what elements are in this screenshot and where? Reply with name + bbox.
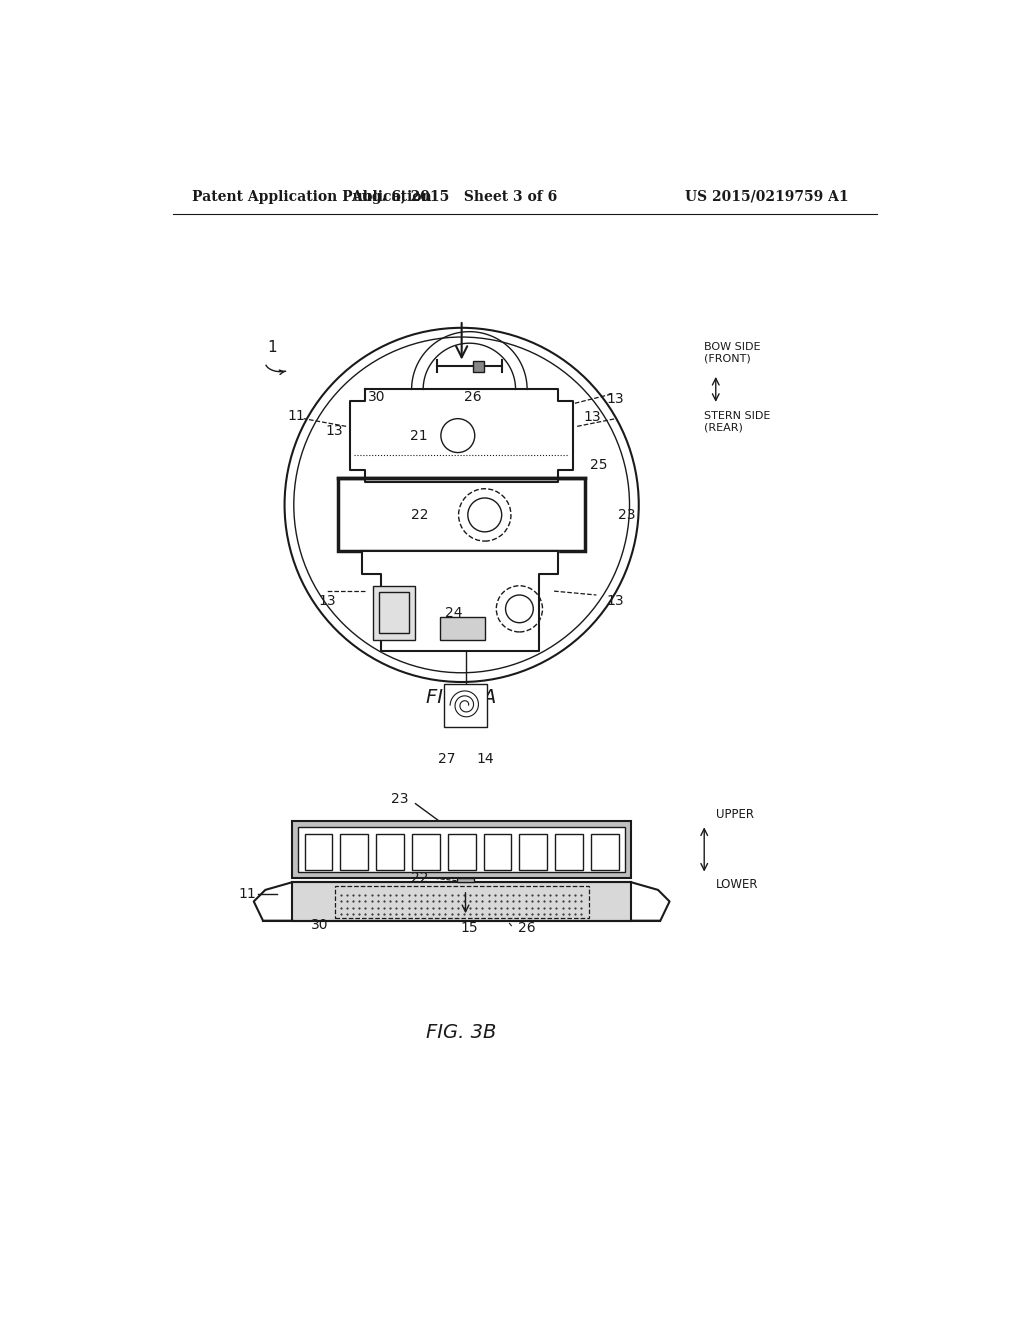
Text: US 2015/0219759 A1: US 2015/0219759 A1 [685,190,849,203]
Text: 1: 1 [267,339,278,355]
Text: 25: 25 [590,458,607,471]
Bar [412,834,439,870]
Bar [376,834,403,870]
Text: (FRONT): (FRONT) [705,354,751,363]
Text: 13: 13 [607,594,625,609]
Text: 13: 13 [318,594,336,609]
Polygon shape [361,552,558,651]
Text: 21: 21 [411,429,428,442]
Bar [292,882,631,921]
Bar [591,834,618,870]
Text: 23: 23 [391,792,409,807]
Bar [440,616,484,640]
Text: 11: 11 [288,409,305,424]
Text: (REAR): (REAR) [705,422,743,433]
Text: 30: 30 [369,391,386,404]
Text: 27: 27 [437,752,455,766]
Bar [298,826,625,873]
Bar [340,834,368,870]
Text: UPPER: UPPER [716,808,754,821]
Bar [473,360,484,372]
Text: BOW SIDE: BOW SIDE [705,342,761,352]
Bar [373,586,416,640]
Bar [519,834,547,870]
Text: 13: 13 [607,392,625,405]
Polygon shape [350,389,573,482]
Bar [483,834,511,870]
Text: Patent Application Publication: Patent Application Publication [193,190,432,203]
Text: Aug. 6, 2015   Sheet 3 of 6: Aug. 6, 2015 Sheet 3 of 6 [351,190,557,203]
Text: 26: 26 [465,391,482,404]
Text: 15: 15 [461,921,478,936]
Bar [457,878,474,882]
Text: 14: 14 [476,752,494,766]
Text: LOWER: LOWER [716,878,758,891]
Text: 11: 11 [239,887,256,900]
Text: 23: 23 [618,507,636,521]
Text: 30: 30 [310,917,328,932]
Text: 22: 22 [411,507,428,521]
Bar [447,834,475,870]
Text: 13: 13 [584,411,601,424]
Text: 13: 13 [326,424,343,438]
Bar [555,834,583,870]
Bar [379,591,410,634]
Text: FIG. 3B: FIG. 3B [426,1023,497,1041]
Bar [444,684,487,726]
Bar [339,478,585,552]
Text: STERN SIDE: STERN SIDE [705,412,771,421]
Bar [292,821,631,878]
Text: 22: 22 [411,871,428,886]
Text: 26: 26 [518,921,536,936]
Text: FIG. 3A: FIG. 3A [426,688,497,708]
Bar [304,834,333,870]
Bar [335,886,589,919]
Text: 24: 24 [445,606,463,619]
